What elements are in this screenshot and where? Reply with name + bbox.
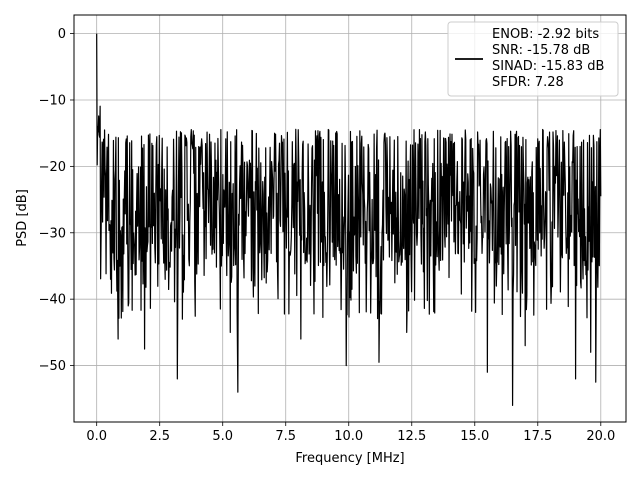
x-axis-ticks: 0.0 2.5 5.0 7.5 10.0 12.5 15.0 17.5 20.0 (86, 422, 615, 444)
x-tick-label: 2.5 (149, 429, 170, 444)
legend-entry-enob: ENOB: -2.92 bits (492, 27, 599, 42)
psd-series-line (96, 33, 602, 406)
x-axis-title: Frequency [MHz] (295, 451, 404, 466)
x-tick-label: 10.0 (334, 429, 363, 444)
y-tick-label: −10 (39, 93, 66, 108)
x-tick-label: 12.5 (397, 429, 426, 444)
x-tick-label: 0.0 (86, 429, 107, 444)
x-tick-label: 5.0 (212, 429, 233, 444)
y-axis-ticks: 0 −10 −20 −30 −40 −50 (39, 27, 74, 374)
y-tick-label: 0 (58, 27, 66, 42)
legend-entry-sfdr: SFDR: 7.28 (492, 75, 564, 90)
legend-entry-snr: SNR: -15.78 dB (492, 43, 590, 58)
y-tick-label: −30 (39, 226, 66, 241)
x-tick-label: 17.5 (523, 429, 552, 444)
y-axis-title: PSD [dB] (15, 189, 30, 247)
legend-box (447, 21, 619, 97)
y-tick-label: −50 (39, 359, 66, 374)
x-tick-label: 20.0 (586, 429, 615, 444)
x-tick-label: 7.5 (275, 429, 296, 444)
legend-entry-sinad: SINAD: -15.83 dB (492, 59, 604, 74)
plot-frame (73, 14, 627, 423)
y-tick-label: −40 (39, 293, 66, 308)
x-tick-label: 15.0 (460, 429, 489, 444)
legend: ENOB: -2.92 bits SNR: -15.78 dB SINAD: -… (447, 21, 619, 97)
y-tick-label: −20 (39, 160, 66, 175)
series-layer (96, 33, 602, 406)
